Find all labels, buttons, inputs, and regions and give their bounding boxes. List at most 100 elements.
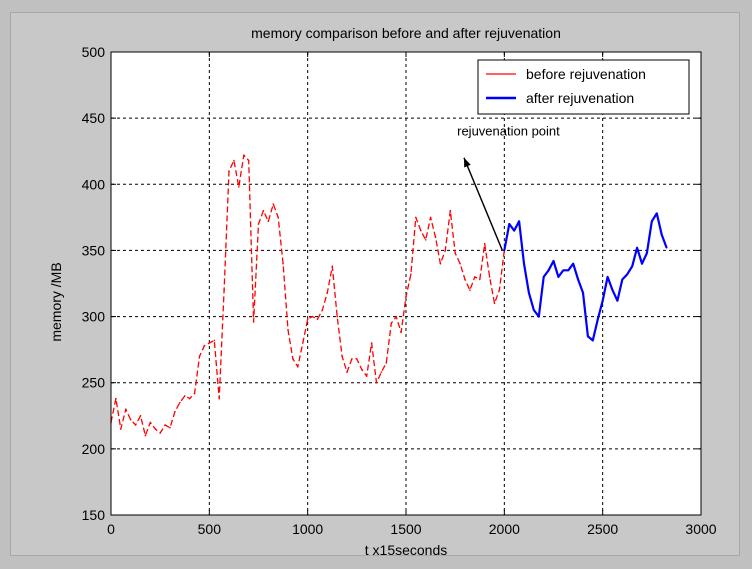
x-tick-label: 1500 (390, 521, 421, 537)
data-point-after (582, 292, 584, 294)
x-tick-label: 3000 (685, 521, 716, 537)
data-point-before (351, 358, 353, 360)
data-point-before (262, 209, 265, 212)
x-tick-label: 2000 (489, 521, 520, 537)
data-point-after (621, 278, 624, 281)
x-tick-label: 500 (198, 521, 222, 537)
data-point-before (331, 265, 334, 268)
data-point-before (282, 262, 284, 265)
data-point-before (252, 321, 255, 323)
legend-box (477, 59, 690, 115)
axis-ticks: 0 500 1000 1500 2000 2500 3000 150 200 250 300 350 4… (82, 44, 717, 537)
data-point-after (597, 318, 599, 321)
data-point-before (341, 355, 343, 358)
data-point-before (169, 426, 171, 429)
data-point-before (144, 434, 147, 437)
data-point-after (601, 299, 604, 302)
data-point-before (297, 366, 299, 368)
data-point-after (533, 309, 535, 311)
data-point-before (410, 273, 412, 276)
data-point-before (385, 362, 388, 364)
data-point-after (651, 220, 653, 223)
data-point-before (356, 358, 358, 360)
data-point-before (434, 236, 437, 238)
legend: before rejuvenation after rejuvenation (477, 59, 690, 115)
x-tick-label: 1000 (292, 521, 323, 537)
data-point-before (365, 375, 368, 377)
data-point-before (444, 249, 447, 252)
y-tick-label: 150 (82, 507, 106, 523)
data-point-after (508, 223, 511, 225)
data-point-after (538, 315, 540, 318)
data-point-before (139, 415, 142, 417)
y-tick-label: 400 (82, 176, 106, 192)
data-point-before (326, 292, 329, 294)
data-point-after (552, 260, 555, 262)
data-point-before (228, 170, 230, 172)
data-point-before (311, 315, 314, 318)
data-point-before (174, 411, 176, 413)
data-point-before (198, 355, 201, 358)
data-point-after (646, 252, 648, 254)
data-point-before (336, 315, 339, 318)
grid-lines (111, 52, 701, 515)
series-line-after-rejuvenation (503, 212, 668, 342)
data-point-before (420, 229, 422, 232)
data-point-before (464, 278, 466, 281)
data-point-before (247, 159, 250, 162)
data-point-before (370, 342, 373, 344)
y-tick-label: 200 (82, 441, 106, 457)
x-tick-label: 2500 (587, 521, 618, 537)
data-point-before (287, 329, 289, 331)
data-point-before (238, 186, 240, 188)
data-point-before (469, 289, 471, 291)
data-point-after (572, 262, 574, 265)
data-point-after (547, 269, 550, 272)
data-point-before (188, 397, 191, 400)
annotation-label: rejuvenation point (457, 123, 560, 138)
data-point-before (306, 318, 309, 321)
data-point-after (611, 289, 614, 291)
chart-title: memory comparison before and after rejuv… (251, 25, 561, 41)
data-point-before (415, 216, 417, 219)
data-point-before (459, 262, 461, 265)
data-point-after (587, 335, 589, 338)
data-point-before (184, 395, 186, 397)
data-point-after (631, 265, 633, 268)
data-point-before (488, 276, 491, 278)
legend-label-before: before rejuvenation (526, 66, 646, 82)
data-point-before (346, 371, 348, 373)
data-point-after (660, 233, 663, 236)
data-point-before (267, 220, 270, 223)
y-tick-label: 500 (82, 44, 106, 60)
data-point-before (159, 432, 161, 434)
data-point-before (449, 209, 452, 212)
y-axis-label: memory /MB (48, 262, 64, 341)
data-point-before (429, 216, 432, 219)
data-point-before (316, 318, 319, 321)
data-point-before (302, 342, 304, 344)
data-point-after (557, 276, 560, 278)
data-point-before (439, 262, 442, 265)
data-point-before (193, 392, 196, 395)
y-tick-label: 250 (82, 375, 106, 391)
figure-frame: 0 500 1000 1500 2000 2500 3000 150 200 250 300 350 4… (10, 12, 740, 557)
data-point-before (154, 428, 157, 430)
data-point-before (400, 331, 402, 334)
data-point-before (474, 276, 476, 278)
data-point-after (626, 273, 629, 276)
y-tick-label: 350 (82, 242, 106, 258)
data-point-before (454, 252, 457, 254)
data-point-before (233, 159, 235, 162)
y-tick-label: 300 (82, 309, 106, 325)
y-tick-label: 450 (82, 110, 106, 126)
annotation-arrowhead (464, 157, 471, 168)
rejuvenation-annotation: rejuvenation point (457, 123, 560, 251)
data-point-before (292, 358, 294, 360)
data-point-before (390, 322, 393, 325)
data-point-before (179, 401, 181, 404)
data-point-before (223, 289, 225, 291)
data-point-after (542, 276, 545, 278)
x-axis-label: t x15seconds (365, 542, 448, 557)
series-line-before-rejuvenation (110, 154, 505, 437)
